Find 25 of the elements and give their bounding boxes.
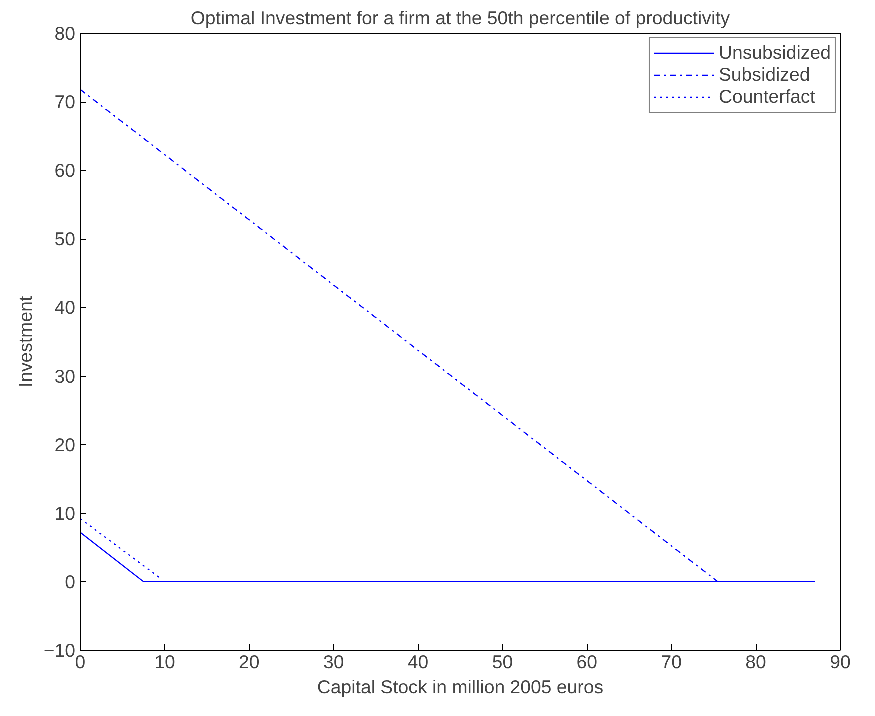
x-tick-label: 70 bbox=[661, 652, 682, 672]
chart-title: Optimal Investment for a firm at the 50th percentile of productivity bbox=[190, 8, 731, 28]
x-tick-label: 20 bbox=[239, 652, 260, 672]
x-tick-label: 80 bbox=[746, 652, 766, 672]
y-tick-label: 80 bbox=[54, 23, 76, 44]
x-tick-label: 40 bbox=[408, 652, 429, 672]
y-tick-label: −10 bbox=[44, 640, 76, 661]
y-tick-label: 0 bbox=[65, 571, 76, 592]
x-tick-label: 90 bbox=[830, 652, 851, 672]
x-tick-label: 10 bbox=[154, 652, 176, 672]
legend-label: Subsidized bbox=[718, 64, 810, 86]
x-tick-label: 50 bbox=[492, 652, 514, 672]
y-tick-label: 70 bbox=[54, 92, 76, 113]
y-tick-label: 40 bbox=[54, 297, 76, 318]
y-tick-label: 30 bbox=[54, 366, 76, 387]
y-tick-label: 10 bbox=[54, 502, 76, 524]
legend-label: Unsubsidized bbox=[718, 42, 831, 64]
x-tick-label: 30 bbox=[323, 652, 344, 672]
y-tick-label: 50 bbox=[54, 228, 76, 250]
legend-label: Counterfact bbox=[718, 86, 816, 108]
y-axis-title: Investment bbox=[14, 296, 36, 388]
x-axis-title: Capital Stock in million 2005 euros bbox=[317, 676, 604, 698]
x-tick-label: 60 bbox=[576, 652, 598, 672]
y-tick-label: 60 bbox=[54, 160, 76, 182]
y-tick-label: 20 bbox=[54, 434, 76, 456]
